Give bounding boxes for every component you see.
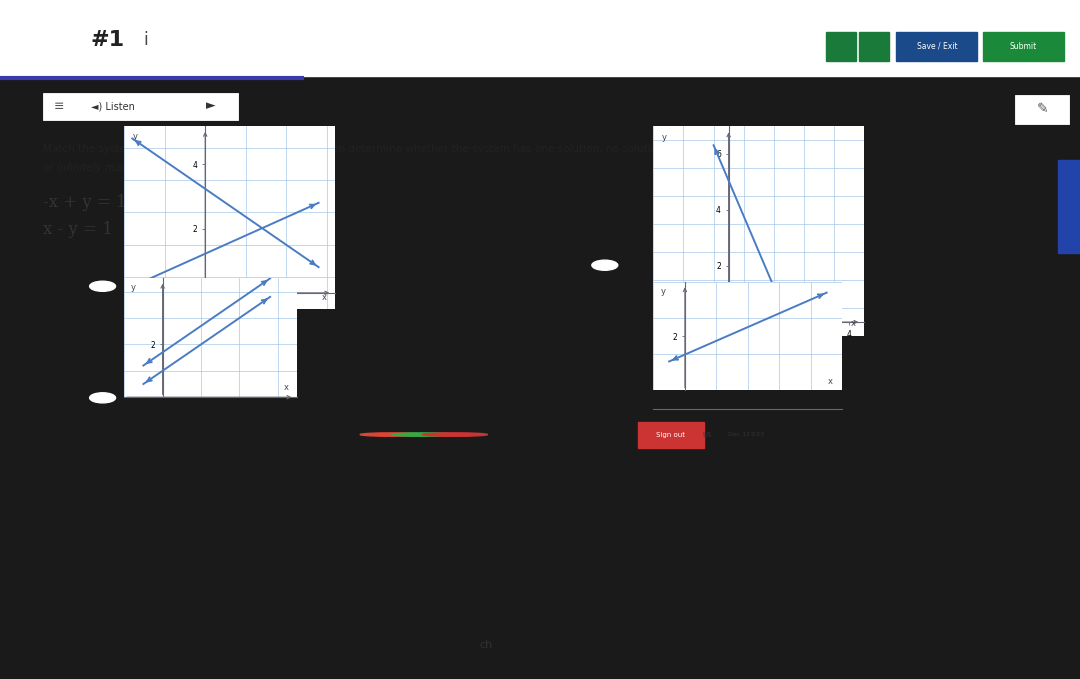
Text: y: y xyxy=(661,287,666,296)
Text: #1: #1 xyxy=(91,30,125,50)
Bar xyxy=(43,92,238,120)
Bar xyxy=(1015,95,1069,124)
Circle shape xyxy=(592,260,618,270)
Bar xyxy=(826,31,856,61)
Circle shape xyxy=(391,433,457,437)
Bar xyxy=(1058,160,1080,253)
Text: x: x xyxy=(828,377,833,386)
Text: x: x xyxy=(284,384,289,392)
Text: y: y xyxy=(662,134,666,143)
Text: Submit: Submit xyxy=(1010,42,1037,51)
Bar xyxy=(0,0,1080,76)
Circle shape xyxy=(422,433,487,437)
Text: Dec 11: Dec 11 xyxy=(728,432,750,437)
Bar xyxy=(983,31,1064,61)
Bar xyxy=(896,31,977,61)
Text: or infinitely many solutions.: or infinitely many solutions. xyxy=(43,164,188,173)
Text: Match the system of linear equations with its graph. Then determine whether the : Match the system of linear equations wit… xyxy=(43,145,667,154)
Text: ch: ch xyxy=(480,640,492,650)
Text: x - y = 1: x - y = 1 xyxy=(43,221,113,238)
Bar xyxy=(637,422,704,447)
Text: Sign out: Sign out xyxy=(657,432,685,437)
Circle shape xyxy=(360,433,426,437)
Circle shape xyxy=(90,281,116,291)
Text: i: i xyxy=(144,31,148,49)
Text: x: x xyxy=(851,318,855,328)
Text: ►: ► xyxy=(206,100,215,113)
Text: 9:23: 9:23 xyxy=(751,432,766,437)
Text: y: y xyxy=(133,132,137,141)
Text: y: y xyxy=(131,283,136,292)
Text: x: x xyxy=(322,293,327,301)
Circle shape xyxy=(90,392,116,403)
Bar xyxy=(859,31,889,61)
Text: Save / Exit: Save / Exit xyxy=(917,42,957,51)
Text: -x + y = 1: -x + y = 1 xyxy=(43,194,127,210)
Text: ✎: ✎ xyxy=(1037,103,1048,117)
Text: US: US xyxy=(703,432,713,437)
Text: ≡: ≡ xyxy=(54,100,65,113)
Text: ◄) Listen: ◄) Listen xyxy=(92,101,135,111)
